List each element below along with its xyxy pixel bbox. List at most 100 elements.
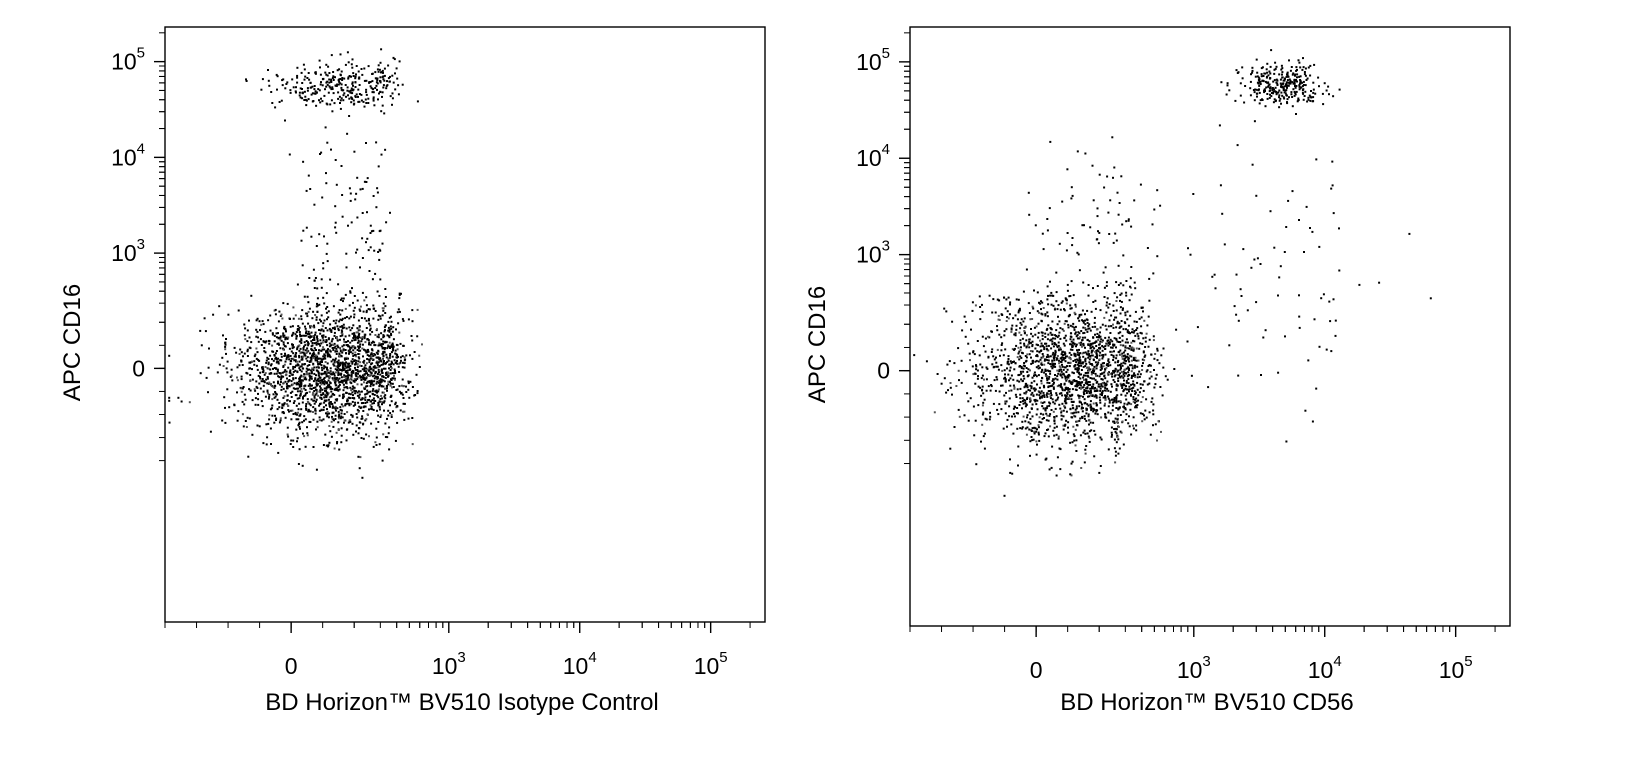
event-dot	[311, 376, 313, 378]
event-dot	[332, 377, 334, 379]
event-dot	[1020, 322, 1022, 324]
event-dot	[224, 407, 226, 409]
event-dot	[364, 364, 366, 366]
event-dot	[347, 51, 349, 53]
event-dot	[398, 93, 400, 95]
event-dot	[1034, 348, 1036, 350]
event-dot	[1110, 391, 1112, 393]
event-dot	[367, 338, 369, 340]
event-dot	[334, 332, 336, 334]
event-dot	[1105, 312, 1107, 314]
event-dot	[287, 367, 289, 369]
event-dot	[1119, 372, 1121, 374]
event-dot	[1227, 82, 1229, 84]
event-dot	[1102, 354, 1104, 356]
event-dot	[268, 362, 270, 364]
event-dot	[377, 404, 379, 406]
event-dot	[1081, 346, 1083, 348]
event-dot	[1281, 65, 1283, 67]
event-dot	[294, 400, 296, 402]
event-dot	[322, 325, 324, 327]
event-dot	[346, 266, 348, 268]
event-dot	[1017, 356, 1019, 358]
event-dot	[297, 424, 299, 426]
event-dot	[997, 349, 999, 351]
event-dot	[1029, 385, 1031, 387]
event-dot	[284, 355, 286, 357]
event-dot	[331, 403, 333, 405]
event-dot	[1114, 317, 1116, 319]
event-dot	[1088, 366, 1090, 368]
event-dot	[1109, 364, 1111, 366]
event-dot	[347, 370, 349, 372]
event-dot	[335, 361, 337, 363]
event-dot	[1038, 394, 1040, 396]
event-dot	[308, 72, 310, 74]
event-dot	[267, 423, 269, 425]
event-dot	[299, 448, 301, 450]
event-dot	[337, 91, 339, 93]
event-dot	[1049, 403, 1051, 405]
event-dot	[996, 325, 998, 327]
event-dot	[1077, 360, 1079, 362]
event-dot	[298, 367, 300, 369]
event-dot	[259, 320, 261, 322]
event-dot	[926, 360, 928, 362]
event-dot	[405, 391, 407, 393]
event-dot	[1119, 369, 1121, 371]
event-dot	[1269, 97, 1271, 99]
event-dot	[1092, 394, 1094, 396]
event-dot	[276, 373, 278, 375]
event-dot	[277, 381, 279, 383]
event-dot	[1000, 408, 1002, 410]
event-dot	[1133, 384, 1135, 386]
event-dot	[352, 401, 354, 403]
event-dot	[298, 415, 300, 417]
event-dot	[375, 428, 377, 430]
event-dot	[357, 409, 359, 411]
event-dot	[1080, 330, 1082, 332]
event-dot	[1051, 341, 1053, 343]
event-dot	[390, 395, 392, 397]
event-dot	[1096, 397, 1098, 399]
event-dot	[998, 299, 1000, 301]
event-dot	[1092, 301, 1094, 303]
event-dot	[385, 324, 387, 326]
event-dot	[392, 331, 394, 333]
event-dot	[280, 379, 282, 381]
event-dot	[329, 403, 331, 405]
event-dot	[290, 363, 292, 365]
event-dot	[1137, 389, 1139, 391]
event-dot	[253, 364, 255, 366]
event-dot	[382, 343, 384, 345]
event-dot	[392, 92, 394, 94]
event-dot	[283, 349, 285, 351]
event-dot	[993, 403, 995, 405]
event-dot	[321, 383, 323, 385]
event-dot	[312, 406, 314, 408]
event-dot	[1046, 392, 1048, 394]
event-dot	[400, 293, 402, 295]
event-dot	[1114, 361, 1116, 363]
event-dot	[263, 347, 265, 349]
event-dot	[1064, 407, 1066, 409]
event-dot	[284, 87, 286, 89]
event-dot	[968, 420, 970, 422]
event-dot	[1294, 91, 1296, 93]
event-dot	[1110, 325, 1112, 327]
event-dot	[1027, 375, 1029, 377]
event-dot	[355, 375, 357, 377]
event-dot	[389, 342, 391, 344]
event-dot	[1061, 353, 1063, 355]
event-dot	[1046, 419, 1048, 421]
event-dot	[366, 327, 368, 329]
event-dot	[387, 372, 389, 374]
event-dot	[303, 353, 305, 355]
event-dot	[314, 314, 316, 316]
event-dot	[1077, 331, 1079, 333]
event-dot	[206, 377, 208, 379]
event-dot	[247, 355, 249, 357]
event-dot	[1011, 375, 1013, 377]
event-dot	[1133, 416, 1135, 418]
event-dot	[1240, 95, 1242, 97]
